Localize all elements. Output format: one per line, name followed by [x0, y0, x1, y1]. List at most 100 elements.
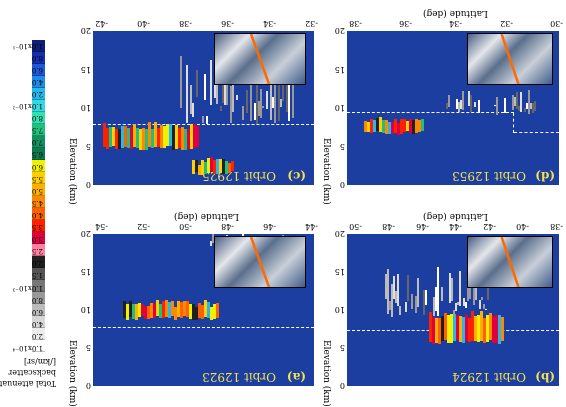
cirrus-column	[433, 297, 435, 317]
backscatter-column	[216, 159, 219, 174]
backscatter-column	[379, 117, 382, 132]
backscatter-column	[103, 123, 106, 147]
cirrus-column	[457, 302, 459, 305]
cirrus-column	[180, 56, 182, 108]
backscatter-column	[409, 119, 412, 133]
backscatter-column	[421, 119, 424, 131]
backscatter-column	[147, 306, 150, 320]
backscatter-column	[432, 317, 435, 344]
tropopause-line	[347, 112, 514, 113]
cirrus-column	[407, 275, 409, 300]
cirrus-column	[448, 95, 450, 107]
backscatter-column	[190, 124, 193, 149]
backscatter-column	[394, 119, 397, 133]
cirrus-column	[449, 273, 451, 303]
x-tick-label: -48	[382, 222, 395, 231]
backscatter-column	[174, 307, 177, 319]
backscatter-column	[456, 315, 459, 340]
backscatter-column	[444, 313, 447, 341]
panel-d-plot: Orbit 12953 (d)	[347, 31, 559, 185]
y-axis-title: Elevation (km)	[321, 138, 331, 205]
backscatter-column	[228, 163, 231, 174]
x-tick-label: -32	[500, 19, 513, 28]
x-tick-label: -30	[550, 19, 563, 28]
backscatter-column	[450, 314, 453, 343]
backscatter-column	[141, 304, 144, 316]
cirrus-column	[528, 90, 530, 113]
cirrus-column	[210, 60, 212, 105]
backscatter-column	[162, 301, 165, 318]
backscatter-column	[183, 301, 186, 316]
cirrus-column	[206, 116, 208, 124]
backscatter-column	[382, 120, 385, 132]
backscatter-column	[474, 316, 477, 342]
backscatter-column	[376, 118, 379, 132]
backscatter-column	[468, 318, 471, 343]
colorbar-tick-label: 4.5	[32, 199, 43, 207]
backscatter-column	[219, 159, 222, 174]
cirrus-column	[455, 303, 457, 311]
cirrus-column	[458, 102, 460, 112]
backscatter-column	[118, 129, 121, 150]
backscatter-column	[195, 160, 198, 172]
backscatter-column	[370, 119, 373, 133]
panel-letter: (d)	[535, 169, 555, 183]
cirrus-column	[453, 310, 455, 316]
backscatter-column	[154, 122, 157, 147]
x-axis-title: Latitude (deg)	[173, 211, 238, 221]
x-tick-label: -34	[263, 19, 276, 28]
y-tick-label: 0	[86, 381, 91, 390]
backscatter-column	[156, 300, 159, 316]
backscatter-column	[397, 123, 400, 135]
backscatter-column	[106, 128, 109, 149]
colorbar-tick-label: 2.0	[32, 332, 43, 340]
panel-c-plot: Orbit 12925 (c)	[93, 31, 314, 185]
x-tick-label: -42	[95, 19, 108, 28]
backscatter-column	[187, 129, 190, 149]
cirrus-column	[186, 65, 188, 123]
colorbar-tick-label: 6.5	[32, 150, 43, 158]
x-tick-label: -54	[95, 222, 108, 231]
y-tick-label: 5	[340, 142, 345, 151]
y-axis-title: Elevation (km)	[67, 138, 77, 205]
satellite-inset	[467, 33, 553, 85]
cirrus-column	[520, 92, 522, 113]
backscatter-column	[501, 317, 504, 342]
backscatter-column	[213, 304, 216, 319]
figure: Orbit 12923 (a) Orbit 12924 (b) Orbit 12…	[0, 0, 566, 388]
y-tick-label: 5	[86, 142, 91, 151]
x-tick-label: -38	[179, 19, 192, 28]
backscatter-column	[415, 119, 418, 134]
cirrus-column	[468, 91, 470, 106]
backscatter-column	[150, 303, 153, 318]
backscatter-column	[139, 129, 142, 149]
cirrus-column	[192, 103, 194, 117]
colorbar-tick-label: 6.0	[32, 163, 43, 171]
cirrus-column	[397, 274, 399, 306]
backscatter-column	[165, 300, 168, 317]
backscatter-column	[189, 304, 192, 319]
colorbar-tick-label: 1.0x10⁻¹	[13, 42, 44, 50]
backscatter-column	[115, 129, 118, 150]
backscatter-column	[169, 124, 172, 147]
backscatter-column	[192, 160, 195, 174]
y-tick-label: 0	[340, 180, 345, 189]
cirrus-column	[411, 294, 413, 309]
colorbar-title: backscatter	[8, 368, 56, 377]
cirrus-column	[516, 92, 518, 109]
backscatter-column	[447, 315, 450, 343]
backscatter-column	[178, 128, 181, 147]
cirrus-column	[526, 103, 528, 108]
cirrus-column	[236, 95, 238, 100]
colorbar-tick-label: 2.5	[32, 247, 43, 255]
backscatter-column	[151, 129, 154, 148]
cirrus-column	[463, 298, 465, 306]
tropopause-line	[514, 132, 559, 133]
backscatter-column	[177, 301, 180, 317]
cirrus-column	[534, 101, 536, 111]
cirrus-column	[425, 290, 427, 305]
cirrus-column	[465, 302, 467, 308]
cirrus-column	[258, 101, 260, 115]
backscatter-column	[201, 160, 204, 175]
backscatter-column	[412, 120, 415, 134]
